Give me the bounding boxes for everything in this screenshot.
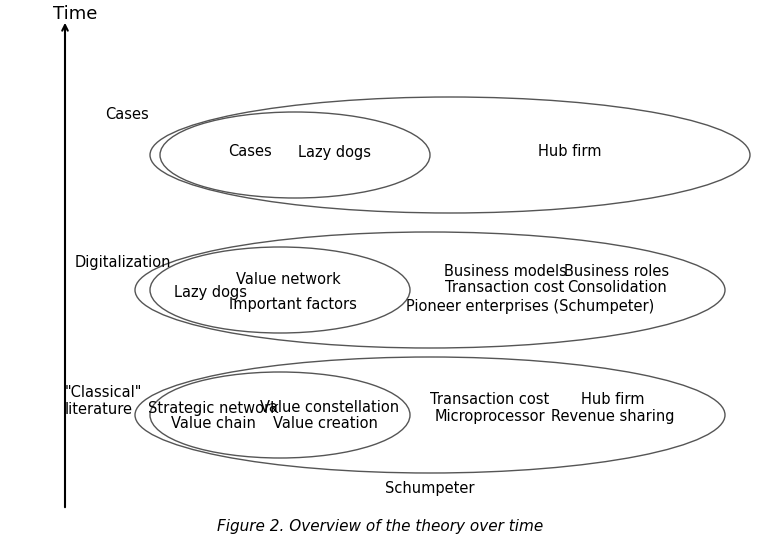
Text: Business roles: Business roles — [565, 264, 670, 280]
Text: Cases: Cases — [105, 107, 148, 122]
Text: Figure 2. Overview of the theory over time: Figure 2. Overview of the theory over ti… — [218, 520, 543, 535]
Text: Lazy dogs: Lazy dogs — [298, 145, 371, 159]
Text: Hub firm: Hub firm — [538, 145, 602, 159]
Text: Important factors: Important factors — [229, 298, 357, 312]
Text: Business models: Business models — [444, 264, 566, 280]
Text: Transaction cost: Transaction cost — [431, 393, 549, 407]
Text: Value chain: Value chain — [170, 417, 256, 431]
Text: Consolidation: Consolidation — [567, 281, 667, 295]
Text: Value creation: Value creation — [272, 417, 377, 431]
Text: Value network: Value network — [236, 273, 340, 287]
Text: Digitalization: Digitalization — [75, 255, 171, 270]
Text: Cases: Cases — [228, 145, 272, 159]
Text: Revenue sharing: Revenue sharing — [551, 409, 675, 423]
Text: Value constellation: Value constellation — [260, 400, 400, 416]
Text: Pioneer enterprises (Schumpeter): Pioneer enterprises (Schumpeter) — [406, 299, 654, 313]
Text: Hub firm: Hub firm — [581, 393, 645, 407]
Text: Schumpeter: Schumpeter — [385, 480, 475, 496]
Text: Time: Time — [53, 5, 97, 23]
Text: "Classical"
literature: "Classical" literature — [65, 385, 142, 417]
Text: Lazy dogs: Lazy dogs — [174, 286, 247, 300]
Text: Microprocessor: Microprocessor — [435, 409, 546, 423]
Text: Transaction cost: Transaction cost — [445, 281, 565, 295]
Text: Strategic network: Strategic network — [148, 400, 279, 416]
